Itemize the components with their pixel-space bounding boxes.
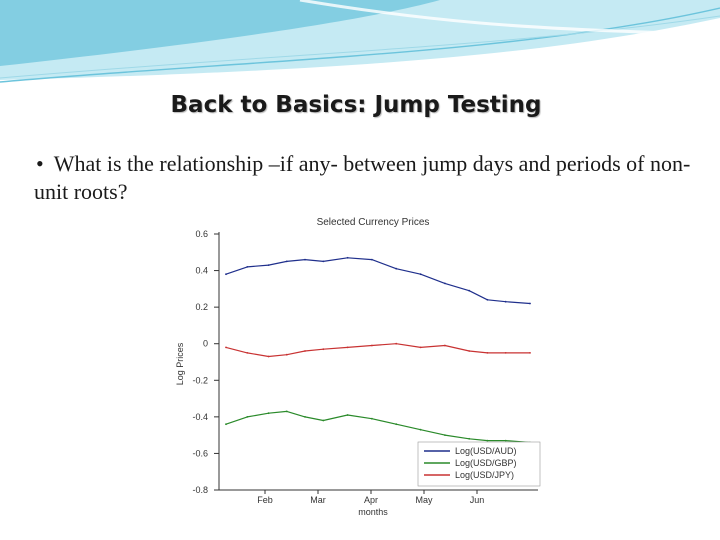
slide-title: Back to Basics: Jump Testing [170, 92, 542, 118]
series-point [225, 346, 227, 349]
series-point [267, 355, 270, 358]
y-tick-label: -0.4 [192, 412, 208, 422]
series-point [304, 416, 306, 418]
series-point [304, 258, 306, 261]
y-tick-label: -0.8 [192, 485, 208, 495]
series-point [395, 267, 398, 270]
y-tick-label: 0.4 [195, 266, 208, 276]
series-point [285, 260, 288, 263]
series-point [346, 256, 349, 259]
slide-header-banner [0, 0, 720, 83]
banner-stroke-3 [299, 0, 720, 36]
series-line [225, 257, 531, 305]
series-point [468, 289, 471, 292]
x-tick-label: May [415, 495, 433, 505]
series-point [322, 419, 325, 422]
series-point [304, 350, 306, 352]
series-point [486, 298, 489, 301]
legend-box [417, 441, 541, 487]
chart-title: Selected Currency Prices [317, 217, 430, 228]
x-tick-group: Feb Mar Apr May Jun [257, 490, 484, 505]
currency-price-chart: Selected Currency Prices 0.6 0.4 0.2 0 -0.2 -… [175, 217, 541, 517]
chart-legend: Log(USD/AUD) Log(USD/GBP) Log(USD/JPY) [417, 441, 541, 487]
bullet-text: What is the relationship –if any- betwee… [34, 151, 691, 204]
x-tick-label: Jun [470, 495, 485, 505]
series-point [486, 352, 489, 354]
series-point [504, 439, 507, 442]
y-tick-label: 0 [203, 339, 208, 349]
x-tick-label: Mar [310, 495, 326, 505]
series-point [371, 344, 373, 347]
series-point [529, 352, 531, 354]
series-point [346, 346, 349, 349]
series-point [419, 428, 422, 431]
series-point [225, 423, 227, 426]
bullet-point: • What is the relationship –if any- betwe… [34, 150, 694, 206]
x-tick-label: Feb [257, 495, 273, 505]
x-tick-label: Apr [364, 495, 378, 505]
series-point [444, 344, 446, 347]
series-point [504, 352, 507, 354]
series-point [285, 410, 288, 413]
series-point [395, 342, 398, 345]
banner-fill-dark [0, 0, 440, 66]
y-tick-label: -0.2 [192, 375, 208, 385]
series-point [246, 352, 249, 354]
legend-label: Log(USD/GBP) [455, 458, 517, 468]
series-point [504, 300, 507, 303]
banner-stroke-2 [0, 15, 720, 79]
series-point [225, 273, 227, 276]
series-point [395, 423, 398, 426]
series-point [267, 264, 270, 266]
y-axis-label: Log Prices [175, 342, 185, 385]
bullet-marker: • [36, 151, 44, 176]
series-point [486, 439, 489, 442]
series-point [529, 302, 531, 305]
banner-stroke-1 [0, 7, 720, 83]
legend-label: Log(USD/JPY) [455, 470, 514, 480]
y-tick-label: 0.6 [195, 229, 208, 239]
series-point [371, 417, 373, 420]
series-group [225, 256, 531, 444]
x-axis-label: months [358, 507, 388, 517]
legend-label: Log(USD/AUD) [455, 446, 517, 456]
series-line [225, 410, 531, 444]
series-point [444, 282, 446, 285]
y-tick-label: -0.6 [192, 448, 208, 458]
series-point [468, 350, 471, 352]
series-point [346, 414, 349, 416]
y-tick-label: 0.2 [195, 302, 208, 312]
series-point [419, 346, 422, 349]
series-point [246, 416, 249, 418]
series-point [246, 266, 249, 268]
y-tick-group: 0.6 0.4 0.2 0 -0.2 -0.4 -0.6 -0.8 [192, 229, 219, 495]
series-line [225, 343, 530, 358]
series-point [419, 273, 422, 276]
series-point [371, 258, 373, 261]
series-point [322, 260, 325, 263]
series-point [322, 348, 325, 351]
series-point [267, 412, 270, 415]
series-point [468, 437, 471, 440]
series-point [444, 434, 446, 436]
series-point [285, 353, 288, 356]
